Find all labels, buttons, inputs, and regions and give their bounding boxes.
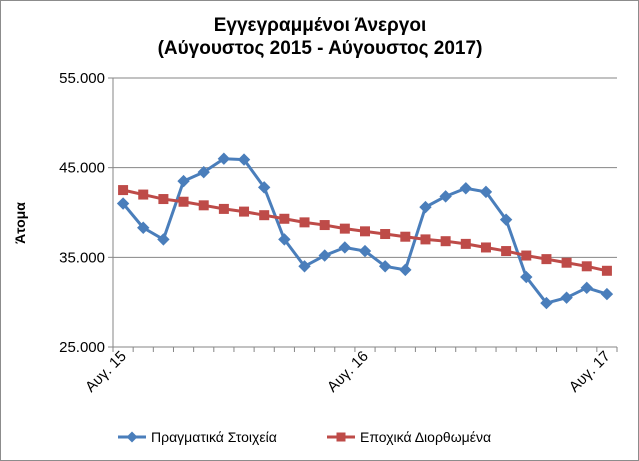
- data-point: [138, 189, 149, 200]
- y-tick-labels: 25.000 35.000 45.000 55.000: [59, 70, 105, 356]
- data-point: [217, 152, 231, 165]
- data-point: [480, 242, 491, 253]
- data-point: [158, 194, 169, 205]
- data-point: [338, 241, 352, 254]
- data-point: [279, 213, 290, 224]
- data-point: [479, 185, 493, 199]
- data-point: [198, 200, 209, 211]
- data-point: [459, 182, 473, 195]
- data-point: [218, 203, 229, 214]
- legend-label: Πραγματικά Στοιχεία: [151, 429, 277, 445]
- data-point: [237, 153, 251, 166]
- data-point: [259, 210, 270, 221]
- series-2: [118, 185, 612, 276]
- data-point: [358, 244, 372, 258]
- data-point: [278, 233, 291, 246]
- data-point: [157, 233, 170, 246]
- y-tick-label: 45.000: [59, 160, 105, 177]
- data-point: [137, 221, 150, 234]
- data-point: [420, 234, 431, 245]
- data-point: [339, 223, 350, 234]
- data-point: [600, 287, 614, 301]
- data-point: [440, 236, 451, 247]
- data-point: [580, 281, 593, 295]
- y-tick-label: 35.000: [59, 249, 105, 266]
- data-point: [177, 174, 190, 188]
- data-point: [380, 229, 391, 240]
- data-point: [197, 165, 210, 179]
- data-point: [399, 263, 412, 277]
- data-point: [439, 190, 452, 203]
- data-point: [116, 197, 130, 210]
- data-point: [239, 206, 250, 217]
- data-point: [178, 196, 189, 207]
- data-point: [521, 250, 532, 261]
- data-point: [560, 291, 573, 304]
- data-point: [400, 231, 411, 242]
- data-point: [501, 246, 512, 257]
- axes: [108, 77, 618, 352]
- legend-marker: [126, 431, 138, 443]
- y-axis-title: Άτομα: [12, 202, 28, 244]
- y-tick-label: 25.000: [59, 339, 105, 356]
- data-point: [541, 254, 552, 265]
- legend-marker: [336, 432, 346, 442]
- chart-title-line-1: Εγγεγραμμένοι Άνεργοι: [214, 15, 426, 36]
- data-point: [499, 213, 513, 226]
- data-point: [540, 296, 553, 310]
- data-point: [378, 260, 392, 273]
- legend-item: Εποχικά Διορθωμένα: [327, 429, 491, 445]
- y-tick-label: 55.000: [59, 70, 105, 87]
- series-1: [116, 152, 614, 310]
- data-point: [419, 200, 432, 214]
- data-point: [460, 238, 471, 249]
- legend-label: Εποχικά Διορθωμένα: [360, 429, 491, 445]
- data-point: [118, 185, 129, 196]
- chart-title-line-2: (Αύγουστος 2015 - Αύγουστος 2017): [158, 38, 483, 59]
- data-point: [520, 270, 533, 284]
- legend-item: Πραγματικά Στοιχεία: [118, 429, 277, 445]
- data-point: [298, 260, 311, 273]
- data-point: [257, 181, 271, 194]
- data-point: [319, 220, 330, 231]
- legend: Πραγματικά Στοιχεία Εποχικά Διορθωμένα: [118, 429, 491, 445]
- data-point: [601, 265, 612, 276]
- data-point: [561, 257, 572, 268]
- data-point: [581, 261, 592, 272]
- data-point: [299, 217, 310, 228]
- data-point: [360, 226, 370, 237]
- series-layer: [116, 152, 614, 310]
- data-point: [318, 249, 331, 262]
